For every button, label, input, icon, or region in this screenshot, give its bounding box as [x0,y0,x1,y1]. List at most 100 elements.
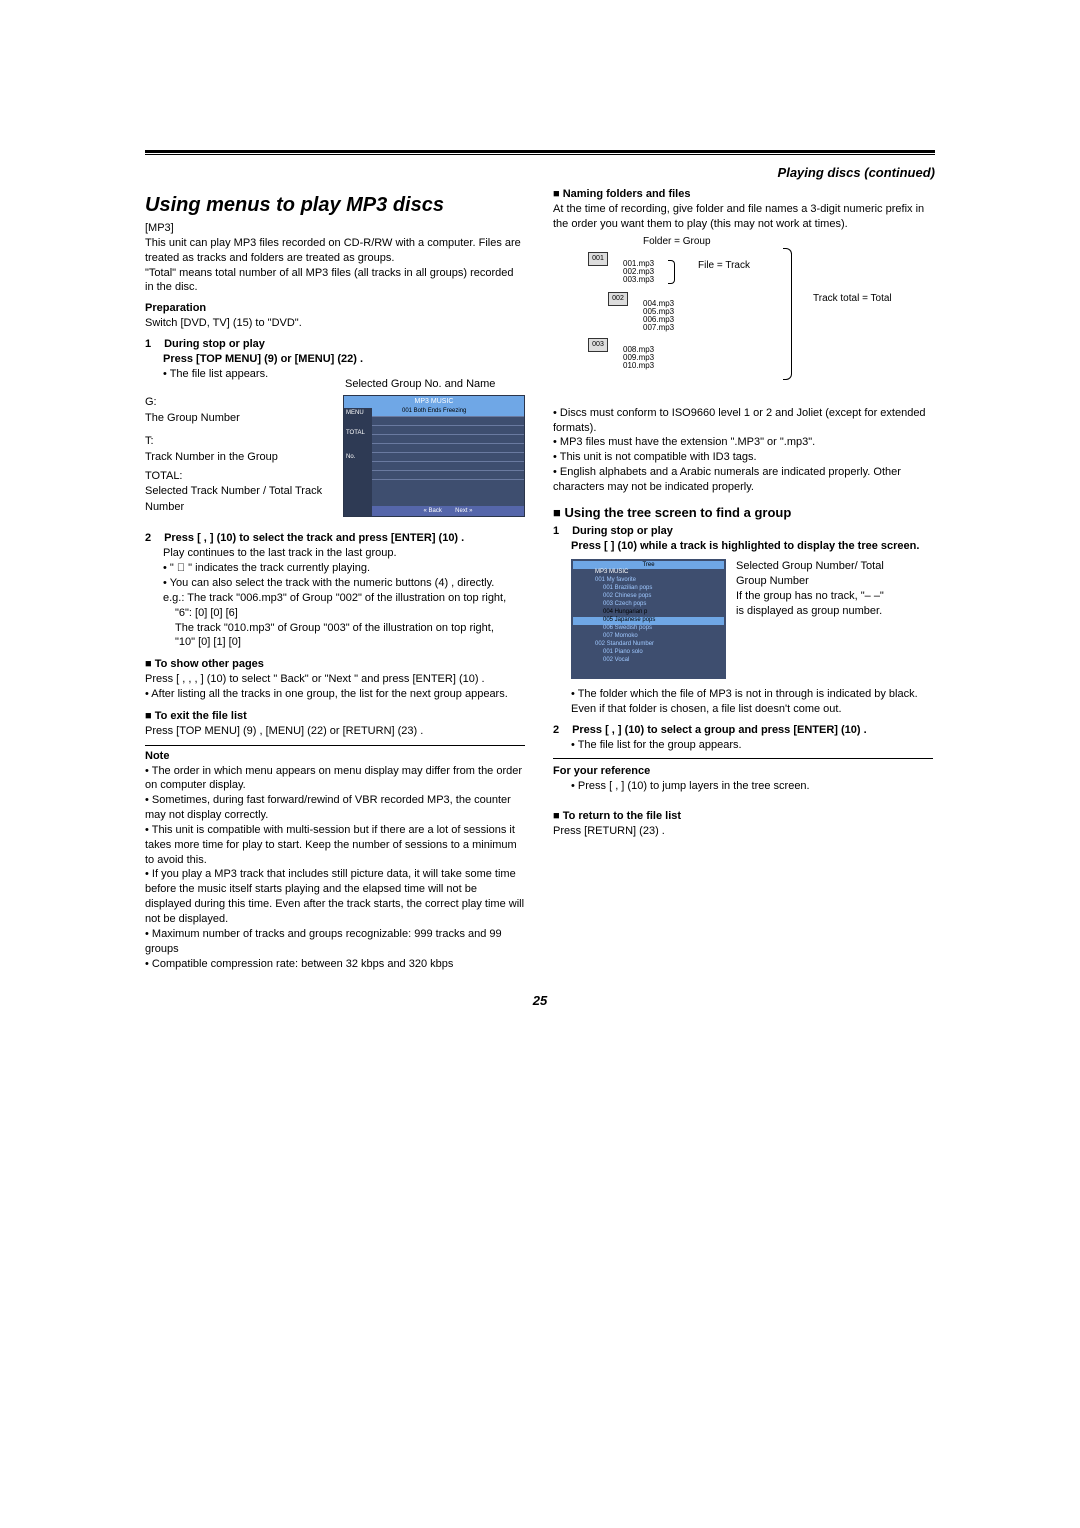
header-continued: Playing discs (continued) [145,165,935,180]
step2-eg-a: "6": [0] [0] [6] [175,606,525,621]
step1-cmd: Press [TOP MENU] (9) or [MENU] (22) . [163,352,525,367]
folder-icon: 002 [608,292,628,306]
step-num-2: 2 [145,531,161,546]
ref-label: For your reference [553,764,933,779]
files-1: 001.mp3 002.mp3 003.mp3 [623,260,654,284]
tree-item: 003 Czech pops [573,601,724,609]
naming-bullet: • English alphabets and a Arabic numeral… [553,465,933,495]
tree-caption2: If the group has no track, "– –" is disp… [736,589,886,619]
note-text: The order in which menu appears on menu … [145,765,522,792]
step2-eg-b: "10" [0] [1] [0] [175,635,525,650]
note-item: • If you play a MP3 track that includes … [145,867,525,926]
tree-item: 001 Piano solo [573,649,724,657]
tree-step-num-1: 1 [553,524,569,539]
big-brace [783,248,792,380]
exit-list-h: To exit the file list [145,710,525,722]
screenshot-row [372,453,524,462]
columns: Using menus to play MP3 discs [MP3] This… [145,188,935,971]
g-label: G: [145,395,335,410]
screenshot-row [372,435,524,444]
tree-item: MP3 MUSIC [573,569,724,577]
intro: This unit can play MP3 files recorded on… [145,236,525,266]
screenshot-nav: « Back Next » [372,506,524,516]
step2-eg: e.g.: The track "006.mp3" of Group "002"… [163,591,525,606]
prep-text: Switch [DVD, TV] (15) to "DVD". [145,316,525,331]
prep-label: Preparation [145,301,525,316]
note-item: • Maximum number of tracks and groups re… [145,927,525,957]
files-3: 008.mp3 009.mp3 010.mp3 [623,346,654,370]
step2-cmd: Press [ , ] (10) to select the track and… [164,532,464,544]
folder-icon: 001 [588,252,608,266]
right-column: Naming folders and files At the time of … [553,188,933,971]
tree-caption: Selected Group Number/ Total Group Numbe… [736,559,886,589]
tree-top: Tree [573,561,724,569]
return-label: To return to the file list [553,810,933,822]
tree-bullet: • The folder which the file of MP3 is no… [571,687,933,717]
tree-caption-block: Selected Group Number/ Total Group Numbe… [736,559,886,679]
total-sub: Selected Track Number / Total Track Numb… [145,484,335,515]
note-rule [145,745,525,746]
tree-title: Using the tree screen to find a group [553,505,933,520]
bullet-text: English alphabets and a Arabic numerals … [553,466,901,493]
section-title: Using menus to play MP3 discs [145,194,525,217]
file-item: 007.mp3 [643,324,674,332]
naming-bullet: • This unit is not compatible with ID3 t… [553,450,933,465]
tree-step1-cmd: Press [ ] (10) while a track is highligh… [571,539,933,554]
folder-icon: 003 [588,338,608,352]
screenshot-row [372,417,524,426]
track-total-label: Track total = Total [813,293,892,304]
rule-thin [145,154,935,155]
tree-step2: 2 Press [ , ] (10) to select a group and… [553,723,933,753]
tree-item: 004 Hungarian p [573,609,724,617]
folder-tree-diagram: Folder = Group File = Track Track total … [583,238,933,398]
tree-item: 002 Standard Number [573,641,724,649]
note-text: Sometimes, during fast forward/rewind of… [145,794,511,821]
note-label: Note [145,749,525,764]
screenshot-row [372,426,524,435]
note-item: • The order in which menu appears on men… [145,764,525,794]
bullet-text: Discs must conform to ISO9660 level 1 or… [553,407,926,434]
t-desc: Track Number in the Group [145,450,335,465]
step1-label: During stop or play [164,338,265,350]
tree-screenshot-area: Tree MP3 MUSIC 001 My favorite 001 Brazi… [571,559,933,679]
note-text: This unit is compatible with multi-sessi… [145,824,517,866]
diagram-left-labels: G: The Group Number T: Track Number in t… [145,395,335,515]
naming-bullets: • Discs must conform to ISO9660 level 1 … [553,406,933,495]
tree-screenshot: Tree MP3 MUSIC 001 My favorite 001 Brazi… [571,559,726,679]
total-label: TOTAL: [145,469,335,484]
file-list-screenshot: MP3 MUSIC MENU TOTAL No. 001 Both Ends F… [343,395,525,517]
tree-step-num-2: 2 [553,723,569,738]
file-item: 010.mp3 [623,362,654,370]
tree-step2-sub: • The file list for the group appears. [571,738,933,753]
tree-step1-label: During stop or play [572,525,673,537]
show-pages-sub: • After listing all the tracks in one gr… [145,687,525,702]
step2-a: Play continues to the last track in the … [163,546,525,561]
screenshot-side: MENU TOTAL No. [344,408,372,516]
tree-item: 006 Swedish pops [573,625,724,633]
page-number: 25 [145,993,935,1008]
show-pages-h: To show other pages [145,658,525,670]
return-text: Press [RETURN] (23) . [553,824,933,839]
page: Playing discs (continued) Using menus to… [0,0,1080,1038]
ref-rule [553,758,933,759]
tree-item: 002 Chinese pops [573,593,724,601]
tree-item: 002 Vocal [573,657,724,665]
folder-002: 002 [608,292,628,306]
total-desc: "Total" means total number of all MP3 fi… [145,266,525,296]
notes-list: • The order in which menu appears on men… [145,764,525,972]
note-item: • Compatible compression rate: between 3… [145,957,525,972]
selected-name-label: Selected Group No. and Name [345,377,525,392]
note-item: • This unit is compatible with multi-ses… [145,823,525,868]
exit-list-text: Press [TOP MENU] (9) , [MENU] (22) or [R… [145,724,525,739]
step1: 1 During stop or play Press [TOP MENU] (… [145,337,525,382]
note-text: If you play a MP3 track that includes st… [145,868,524,925]
file-item: 003.mp3 [623,276,654,284]
screenshot-title: MP3 MUSIC [344,396,524,408]
tree-item: 001 My favorite [573,577,724,585]
tree-item: 007 Momoko [573,633,724,641]
step2-c: • You can also select the track with the… [163,576,525,591]
tree-step2-cmd: Press [ , ] (10) to select a group and p… [572,724,867,736]
small-brace-1 [668,260,675,284]
files-2: 004.mp3 005.mp3 006.mp3 007.mp3 [643,300,674,332]
ref-text: • Press [ , ] (10) to jump layers in the… [571,779,933,794]
